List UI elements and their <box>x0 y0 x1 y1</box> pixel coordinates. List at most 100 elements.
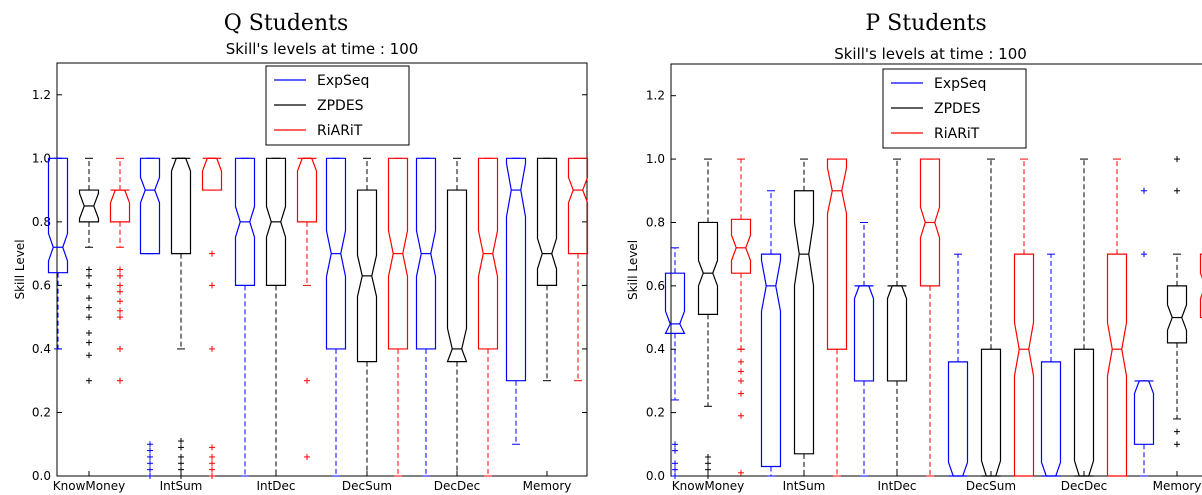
box-riarit-decdec <box>1106 158 1128 477</box>
flier <box>672 473 678 479</box>
box <box>1133 380 1155 445</box>
flier <box>117 282 123 289</box>
box-riarit-intsum <box>201 157 223 479</box>
flier <box>86 304 92 311</box>
y-tick-label: 0.4 <box>32 342 51 356</box>
flier <box>117 266 123 273</box>
x-tick-label: IntDec <box>256 479 295 493</box>
y-tick-label: 0.2 <box>646 406 665 420</box>
legend: ExpSeq ZPDES RiARiT <box>265 65 410 146</box>
flier <box>705 473 711 479</box>
x-tick-label: DecDec <box>1061 479 1107 493</box>
box-zpdes-decdec <box>446 157 468 477</box>
legend-label: RiARiT <box>934 126 980 142</box>
flier <box>672 460 678 467</box>
box-zpdes-intdec <box>886 158 908 477</box>
flier <box>1174 187 1180 194</box>
y-tick-label: 0.2 <box>32 405 51 419</box>
flier <box>209 282 215 289</box>
flier <box>738 412 744 419</box>
x-tick-label: Memory <box>1153 479 1202 493</box>
panel-q-students: Q Students Skill's levels at time : 100 0.… <box>13 11 589 493</box>
box-expseq-intdec <box>234 157 256 477</box>
box <box>139 157 161 255</box>
flier <box>209 473 215 479</box>
box-riarit-decdec <box>477 157 499 477</box>
panel-p-students: P Students Skill's levels at time : 100 0.… <box>626 11 1202 493</box>
flier <box>738 358 744 365</box>
box <box>730 218 752 274</box>
y-tick-label: 0.4 <box>646 342 665 356</box>
flier <box>147 466 153 473</box>
box <box>947 361 969 477</box>
x-tick-label: IntSum <box>783 479 826 493</box>
flier <box>1174 428 1180 435</box>
box-zpdes-decsum <box>980 158 1002 477</box>
box-riarit-knowmoney <box>109 157 131 384</box>
flier <box>304 453 310 460</box>
flier <box>117 307 123 314</box>
flier <box>1141 251 1147 258</box>
box <box>536 157 558 286</box>
box-zpdes-memory <box>536 157 558 382</box>
y-tick-label: 0.8 <box>646 215 665 229</box>
flier <box>117 288 123 295</box>
flier <box>117 298 123 305</box>
chart-title: Skill's levels at time : 100 <box>834 45 1027 63</box>
box-zpdes-intsum <box>170 157 192 479</box>
legend: ExpSeq ZPDES RiARiT <box>882 68 1027 149</box>
y-tick-label: 0.6 <box>32 278 51 292</box>
box <box>477 157 499 350</box>
box-riarit-decsum <box>1013 158 1035 477</box>
box <box>760 253 782 468</box>
box-expseq-knowmoney <box>47 157 69 350</box>
box <box>980 348 1002 477</box>
box-expseq-memory <box>505 157 527 445</box>
x-tick-label: Memory <box>523 479 572 493</box>
legend-label: RiARiT <box>317 123 363 139</box>
box <box>296 157 318 223</box>
box-riarit-intdec <box>296 157 318 460</box>
box <box>919 158 941 287</box>
x-tick-label: KnowMoney <box>53 479 125 493</box>
box-zpdes-memory <box>1166 156 1188 448</box>
box <box>446 189 468 363</box>
chart-title: Skill's levels at time : 100 <box>226 40 419 58</box>
y-tick-label: 0.6 <box>646 279 665 293</box>
flier <box>86 352 92 359</box>
box-expseq-decdec <box>1040 253 1062 477</box>
flier <box>147 447 153 454</box>
flier <box>209 453 215 460</box>
legend-label: ExpSeq <box>317 73 369 89</box>
box <box>826 158 848 350</box>
box-zpdes-knowmoney <box>78 157 100 384</box>
box-expseq-intsum <box>760 190 782 477</box>
flier <box>209 460 215 467</box>
flier <box>209 345 215 352</box>
box <box>664 272 686 334</box>
flier <box>147 453 153 460</box>
y-axis-label: Skill Level <box>626 240 640 300</box>
box-zpdes-intdec <box>265 157 287 477</box>
flier <box>1174 156 1180 163</box>
legend-label: ZPDES <box>934 101 981 117</box>
box-zpdes-decsum <box>356 157 378 477</box>
x-tick-label: DecSum <box>966 479 1016 493</box>
flier <box>705 453 711 460</box>
y-tick-label: 0.0 <box>646 469 665 483</box>
box <box>325 157 347 350</box>
flier <box>86 282 92 289</box>
flier <box>738 390 744 397</box>
box-zpdes-intsum <box>793 158 815 477</box>
box <box>1166 285 1188 344</box>
y-tick-label: 0.8 <box>32 215 51 229</box>
box-expseq-knowmoney <box>664 247 686 479</box>
flier <box>147 473 153 479</box>
box <box>793 190 815 455</box>
flier <box>738 377 744 384</box>
x-tick-label: IntDec <box>877 479 916 493</box>
box-expseq-intsum <box>139 157 161 479</box>
flier <box>117 272 123 279</box>
flier <box>1141 187 1147 194</box>
